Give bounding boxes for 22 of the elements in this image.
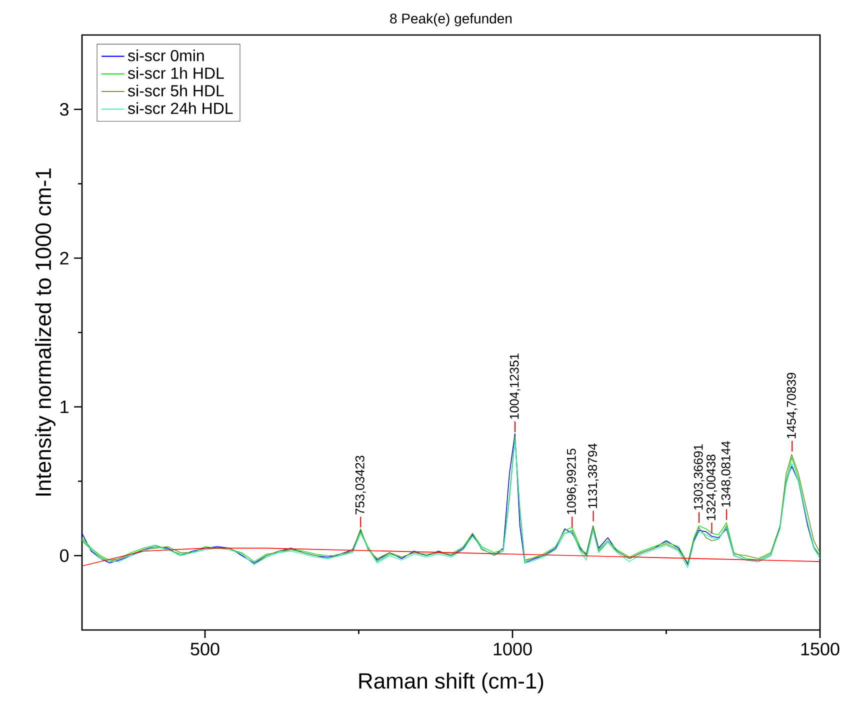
- annotation: 1324,00438: [706, 454, 717, 520]
- y-tick-label: 2: [60, 252, 68, 264]
- x-tick-label: 1500: [801, 642, 840, 656]
- x-axis-title: Raman shift (cm-1): [359, 672, 544, 694]
- annotation: 1004,12351: [510, 354, 520, 419]
- legend-label: si-scr 24h HDL: [128, 102, 233, 114]
- legend-label: si-scr 1h HDL: [128, 67, 224, 79]
- y-axis-title: Intensity normalized to 1000 cm-1: [34, 168, 56, 496]
- annotation: 1303,36691: [694, 444, 704, 510]
- y-tick-label: 1: [60, 400, 68, 414]
- x-tick-label: 500: [190, 642, 220, 656]
- y-tick-label: 0: [60, 549, 69, 562]
- x-tick-label: 1000: [494, 642, 532, 656]
- chart-title: 8 Peak(e) gefunden: [390, 13, 512, 26]
- legend-label: si-scr 5h HDL: [128, 84, 224, 96]
- annotation: 1348,08144: [721, 441, 732, 507]
- y-tick-label: 3: [60, 103, 69, 116]
- annotation: 1096,99215: [566, 448, 578, 514]
- annotation: 1131,38794: [588, 444, 599, 508]
- annotation: 753,03423: [355, 456, 366, 514]
- annotation: 1454,70839: [786, 372, 798, 438]
- legend-label: si-scr 0min: [128, 50, 204, 62]
